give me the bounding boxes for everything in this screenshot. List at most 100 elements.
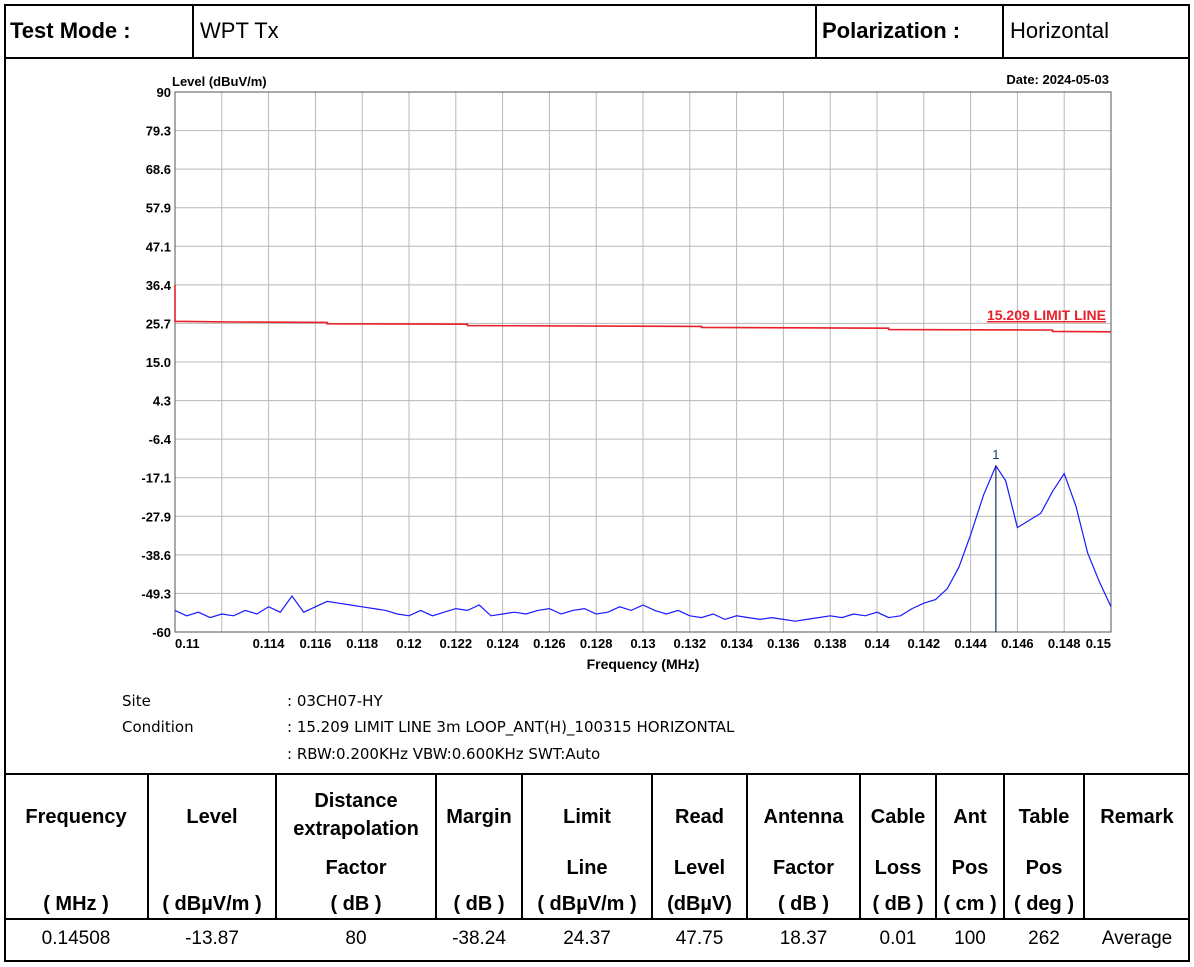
table-col-divider (1083, 774, 1085, 919)
chart-date: Date: 2024-05-03 (1006, 72, 1109, 87)
table-header-cell: Factor (325, 857, 387, 879)
polarization-value: Horizontal (1010, 18, 1110, 43)
x-tick-label: 0.114 (253, 636, 286, 651)
table-header-cell: ( deg ) (1014, 893, 1074, 915)
table-cell: 100 (954, 928, 986, 949)
table-cell: 47.75 (675, 928, 724, 949)
table-cell: 80 (345, 928, 367, 949)
y-tick-label: 15.0 (146, 355, 171, 370)
table-header-cell: Level (186, 806, 238, 828)
table-cell: 262 (1028, 928, 1060, 949)
site-value: : 03CH07-HY (287, 692, 383, 710)
chart-grid (175, 92, 1111, 632)
table-header-cell: Frequency (25, 806, 127, 828)
table-cell: 0.14508 (41, 928, 111, 949)
table-header-cell: Cable (870, 806, 926, 828)
x-tick-label: 0.14 (864, 636, 890, 651)
table-col-divider (521, 774, 523, 919)
x-tick-label: 0.128 (580, 636, 613, 651)
table-header-cell: (dBµV) (667, 893, 732, 915)
table-header-cell: Limit (563, 806, 611, 828)
table-header-cell: Read (675, 806, 724, 828)
x-tick-label: 0.148 (1048, 636, 1081, 651)
table-cell: 24.37 (563, 928, 611, 949)
table-header-cell: ( dBµV/m ) (537, 893, 637, 915)
limit-line-series (174, 285, 1112, 333)
table-col-divider (147, 774, 149, 919)
table-header-cell: Table (1018, 806, 1070, 828)
y-tick-label: -17.1 (141, 471, 171, 486)
plot-area-border (174, 91, 1112, 633)
table-col-divider (935, 774, 937, 919)
table-header-cell: ( MHz ) (43, 893, 109, 915)
peak-marker-label: 1 (992, 447, 999, 462)
report-frame (4, 4, 1190, 962)
table-header-cell: Pos (1025, 857, 1063, 879)
y-tick-label: -27.9 (141, 509, 171, 524)
measurement-trace-series (174, 464, 1112, 622)
x-tick-label: 0.142 (908, 636, 941, 651)
x-tick-label: 0.15 (1086, 636, 1111, 651)
x-axis-label: Frequency (MHz) (587, 656, 700, 672)
table-header-cell: ( dB ) (330, 893, 382, 915)
table-header-cell: Loss (874, 857, 922, 879)
x-tick-label: 0.118 (346, 636, 378, 651)
x-tick-label: 0.13 (630, 636, 655, 651)
table-header-cell: ( cm ) (943, 893, 997, 915)
header-divider (815, 4, 817, 58)
table-header-cell: Line (566, 857, 608, 879)
y-tick-label: -38.6 (141, 548, 171, 563)
x-tick-label: 0.11 (175, 636, 200, 651)
table-cell: 18.37 (779, 928, 828, 949)
y-tick-label: -49.3 (141, 586, 171, 601)
header-bottom-rule (4, 57, 1190, 59)
y-tick-label: 57.9 (146, 201, 171, 216)
header-divider (1002, 4, 1004, 58)
table-col-divider (1003, 774, 1005, 919)
y-tick-label: 68.6 (146, 162, 171, 177)
table-header-cell: Ant (953, 806, 987, 828)
x-tick-label: 0.116 (299, 636, 331, 651)
y-tick-label: -6.4 (149, 432, 172, 447)
y-tick-label: 36.4 (146, 278, 172, 293)
test-mode-label: Test Mode : (10, 18, 131, 43)
y-tick-label: 79.3 (146, 124, 171, 139)
table-header-cell: Pos (951, 857, 989, 879)
x-tick-label: 0.146 (1001, 636, 1034, 651)
table-header-cell: Margin (446, 806, 512, 828)
table-cell: -38.24 (452, 928, 506, 949)
x-tick-labels: 0.11 0.114 0.116 0.118 0.12 0.122 0.124 0.126 0.… (175, 636, 1111, 651)
table-header-cell: Antenna (763, 806, 844, 828)
table-header-cell: extrapolation (293, 818, 419, 840)
x-tick-label: 0.132 (674, 636, 707, 651)
x-tick-label: 0.12 (396, 636, 421, 651)
table-header-cell: ( dB ) (453, 893, 505, 915)
condition-value-2: : RBW:0.200KHz VBW:0.600KHz SWT:Auto (287, 745, 601, 763)
y-axis-label: Level (dBuV/m) (172, 74, 267, 89)
table-header-cell: Level (673, 857, 726, 879)
polarization-label: Polarization : (822, 18, 961, 43)
y-tick-label: 25.7 (146, 316, 171, 331)
table-col-divider (746, 774, 748, 919)
x-tick-label: 0.136 (767, 636, 800, 651)
table-header-cell: ( dBµV/m ) (162, 893, 262, 915)
y-tick-label: 47.1 (146, 239, 171, 254)
table-cell: 0.01 (879, 928, 917, 949)
site-label: Site (122, 692, 151, 710)
test-mode-value: WPT Tx (200, 18, 279, 43)
table-col-divider (435, 774, 437, 919)
table-header-cell: Remark (1100, 806, 1174, 828)
table-header-cell: Factor (772, 857, 835, 879)
y-tick-label: -60 (152, 625, 171, 640)
x-tick-label: 0.122 (440, 636, 473, 651)
x-tick-label: 0.126 (533, 636, 566, 651)
table-cell: Average (1101, 928, 1173, 949)
y-tick-label: 90 (157, 85, 171, 100)
table-cell: -13.87 (185, 928, 239, 949)
table-col-divider (275, 774, 277, 919)
x-tick-label: 0.138 (814, 636, 847, 651)
table-col-divider (651, 774, 653, 919)
table-row-rule (4, 918, 1190, 920)
header-divider (192, 4, 194, 58)
y-tick-labels: 90 79.3 68.6 57.9 47.1 36.4 25.7 15.0 4.3 -6.4 -17… (141, 85, 171, 640)
